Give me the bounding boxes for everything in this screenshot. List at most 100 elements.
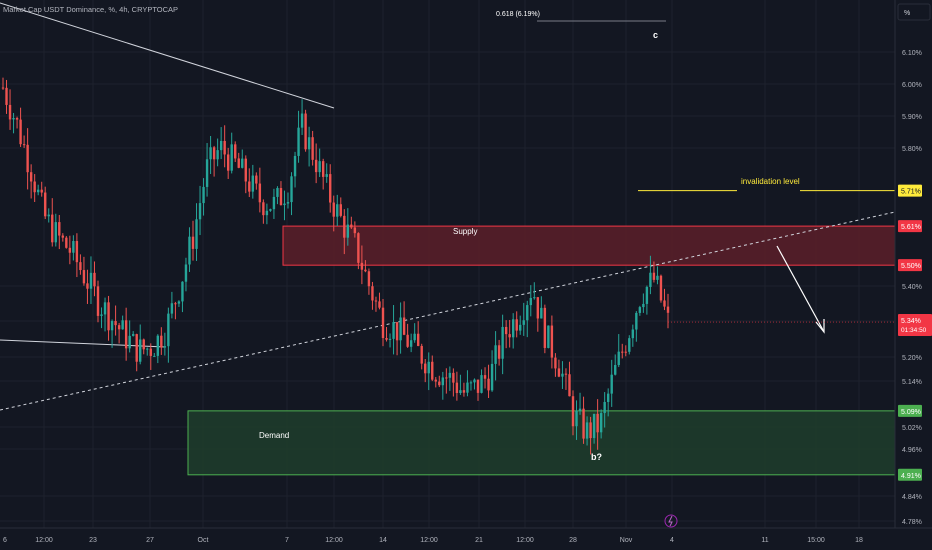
candle-body [413, 333, 416, 341]
lightning-icon[interactable] [664, 514, 678, 528]
y-tick-label: 5.14% [902, 379, 922, 386]
candle-body [149, 348, 152, 356]
candle-body [364, 269, 367, 272]
candle-body [656, 275, 659, 280]
candle-body [441, 377, 445, 386]
candle-body [409, 340, 413, 347]
candle-body [603, 401, 606, 414]
time-axis[interactable]: 12:00 23 27 Oct 7 12:00 14 12:00 21 12:00 28 Nov 4 11… [0, 527, 932, 550]
candle-body [321, 161, 325, 177]
projection-arrow-head [815, 319, 825, 334]
candle-body [343, 215, 346, 238]
wave-b-label: b? [591, 452, 602, 462]
candle-body [371, 286, 374, 301]
demand-zone[interactable] [187, 410, 896, 476]
candle-body [248, 181, 251, 192]
supply-top-tag: 5.61% [898, 220, 922, 233]
candle-body [26, 144, 29, 173]
candle-body [54, 222, 57, 243]
candle-body [188, 236, 191, 265]
x-tick-label: 12:00 [325, 537, 343, 544]
candle-body [181, 281, 184, 302]
candle-body [96, 286, 100, 316]
candle-body [297, 127, 300, 156]
candle-body [128, 335, 131, 349]
candle-body [219, 140, 223, 151]
y-tick-label: 6.00% [902, 82, 922, 89]
invalidation-price-tag: 5.71% [898, 184, 922, 197]
x-tick-label: 7 [285, 537, 289, 544]
candle-body [494, 345, 497, 364]
candle-body [445, 377, 448, 379]
candle-body [628, 338, 631, 352]
candle-body [5, 87, 8, 105]
candle-body [606, 393, 610, 402]
candle-body [121, 320, 124, 330]
candle-body [529, 297, 532, 306]
upper-trendline[interactable] [0, 2, 335, 109]
current-price-tag: 5.34% 01:34:50 [898, 314, 932, 337]
candle-body [392, 322, 395, 339]
x-tick-label: 12:00 [35, 537, 53, 544]
candle-body [357, 233, 360, 263]
candle-body [12, 118, 15, 120]
candle-body [511, 319, 515, 338]
candle-body [438, 381, 441, 386]
candle-body [51, 214, 54, 243]
candle-body [290, 176, 293, 203]
candle-body [406, 334, 409, 347]
candle-body [216, 150, 219, 160]
y-tick-label: 4.84% [902, 494, 922, 501]
x-tick-label: 28 [569, 537, 577, 544]
candle-body [195, 219, 198, 249]
candle-body [311, 137, 314, 160]
candle-body [473, 379, 476, 383]
dashed-trendline[interactable] [0, 211, 896, 411]
demand-bottom-tag: 4.91% [898, 468, 922, 481]
candle-body [304, 113, 307, 150]
candle-body [258, 183, 262, 203]
supply-zone[interactable] [282, 225, 896, 266]
candle-body [374, 300, 378, 302]
candle-body [276, 188, 279, 197]
candle-body [107, 302, 110, 331]
candle-body [388, 338, 392, 340]
candle-body [286, 202, 290, 204]
candle-body [497, 345, 501, 359]
percent-scale-button[interactable]: % [897, 3, 931, 21]
candle-body [283, 203, 286, 206]
candle-body [205, 159, 209, 187]
candle-body [163, 346, 167, 348]
candle-body [585, 422, 589, 439]
y-tick-label: 4.78% [902, 519, 922, 526]
candle-body [160, 335, 163, 348]
demand-bottom-tag-bg [898, 468, 922, 481]
candle-body [578, 408, 582, 411]
candle-body [314, 159, 318, 173]
candle-body [381, 307, 385, 339]
candle-body [466, 382, 469, 393]
candle-body [504, 326, 508, 335]
candle-body [1, 87, 5, 89]
candle-body [198, 203, 202, 220]
candle-body [184, 264, 188, 282]
x-tick-label: 15:00 [807, 537, 825, 544]
y-tick-label: 4.96% [902, 447, 922, 454]
candle-body [300, 113, 304, 128]
candle-body [230, 144, 233, 171]
y-tick-label: 5.40% [902, 284, 922, 291]
candle-body [519, 324, 522, 331]
candle-body [318, 161, 321, 173]
candle-body [589, 422, 592, 439]
lightning-icon-circle [664, 514, 678, 528]
candle-body [561, 373, 564, 377]
candle-body [663, 300, 666, 307]
candle-body [487, 378, 490, 391]
x-tick-label: 11 [761, 537, 768, 544]
candle-body [624, 351, 627, 353]
y-tick-label: 5.02% [902, 425, 922, 432]
projection-arrow-line[interactable] [776, 245, 824, 331]
candle-body [469, 382, 473, 384]
invalidation-label: invalidation level [741, 177, 800, 186]
